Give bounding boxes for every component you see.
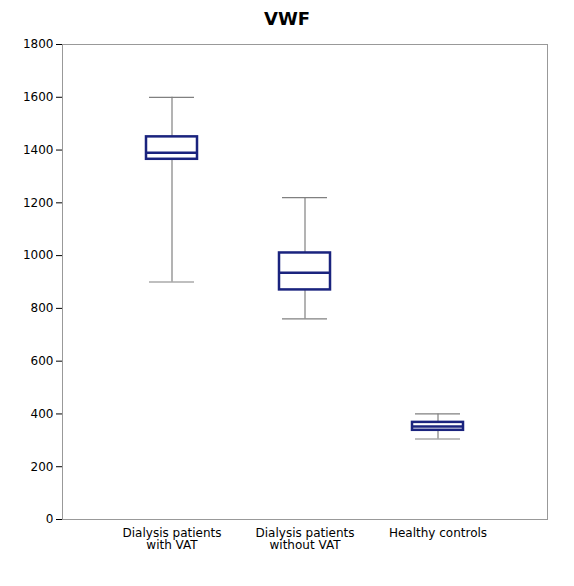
svg-text:1200: 1200 [23, 196, 54, 210]
svg-text:800: 800 [31, 301, 54, 315]
svg-text:200: 200 [31, 460, 54, 474]
html-text:VWF: VWF [264, 8, 310, 29]
svg-text:1800: 1800 [23, 37, 54, 51]
svg-text:Dialysis patientswith VAT: Dialysis patientswith VAT [123, 526, 222, 552]
svg-text:400: 400 [31, 407, 54, 421]
svg-text:Healthy controls: Healthy controls [389, 526, 487, 540]
svg-text:1600: 1600 [23, 90, 54, 104]
svg-text:1000: 1000 [23, 248, 54, 262]
svg-text:600: 600 [31, 354, 54, 368]
svg-text:0: 0 [46, 512, 54, 526]
svg-text:1400: 1400 [23, 143, 54, 157]
svg-text:Dialysis patientswithout VAT: Dialysis patientswithout VAT [256, 526, 355, 552]
